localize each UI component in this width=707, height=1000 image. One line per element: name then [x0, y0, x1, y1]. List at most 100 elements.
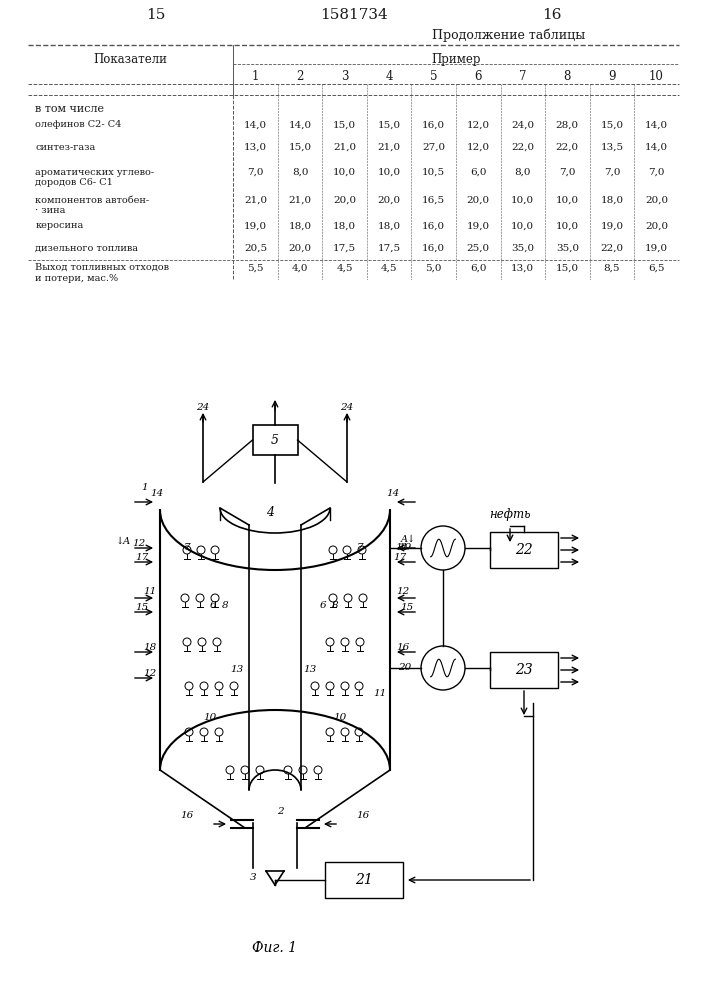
Text: 14,0: 14,0 [645, 120, 668, 129]
Text: 18,0: 18,0 [378, 221, 401, 230]
Text: 3: 3 [341, 70, 349, 83]
Text: 19,0: 19,0 [600, 221, 624, 230]
Text: 19,0: 19,0 [467, 221, 490, 230]
Text: 17: 17 [393, 554, 407, 562]
Text: 13,0: 13,0 [244, 143, 267, 152]
Text: в том числе: в том числе [35, 104, 105, 114]
Text: 22: 22 [515, 543, 533, 557]
Text: 22,0: 22,0 [600, 244, 624, 253]
Text: 23: 23 [515, 663, 533, 677]
Bar [252, 425, 298, 455]
Text: 13,5: 13,5 [600, 143, 624, 152]
Text: 10,0: 10,0 [556, 221, 579, 230]
Text: 14: 14 [386, 489, 399, 498]
Text: 21: 21 [355, 873, 373, 887]
Text: 7: 7 [184, 542, 190, 552]
Text: 20: 20 [398, 664, 411, 672]
Text: 10,0: 10,0 [378, 168, 401, 177]
Text: 8,0: 8,0 [515, 168, 531, 177]
Text: 18,0: 18,0 [288, 221, 312, 230]
Text: 5,5: 5,5 [247, 263, 264, 272]
Text: 18,0: 18,0 [600, 196, 624, 205]
Text: 19: 19 [398, 544, 411, 552]
Text: 7,0: 7,0 [604, 168, 620, 177]
Text: 24: 24 [197, 402, 209, 412]
Text: 1: 1 [141, 484, 148, 492]
Text: 13: 13 [230, 666, 244, 674]
Text: ↓A: ↓A [115, 536, 131, 546]
Text: 8,5: 8,5 [604, 263, 620, 272]
Text: 11: 11 [395, 542, 409, 552]
Text: 10,0: 10,0 [511, 221, 534, 230]
Text: 12,0: 12,0 [467, 120, 490, 129]
Text: дизельного топлива: дизельного топлива [35, 244, 139, 253]
Text: 15,0: 15,0 [556, 263, 579, 272]
Text: 16,0: 16,0 [422, 120, 445, 129]
Text: 19,0: 19,0 [645, 244, 668, 253]
Text: 20,0: 20,0 [467, 196, 490, 205]
Bar [325, 862, 403, 898]
Text: 25,0: 25,0 [467, 244, 490, 253]
Text: 14,0: 14,0 [645, 143, 668, 152]
Text: 18: 18 [144, 644, 157, 652]
Text: 16,0: 16,0 [422, 244, 445, 253]
Text: 14: 14 [151, 489, 163, 498]
Text: 7,0: 7,0 [559, 168, 575, 177]
Text: Пример: Пример [431, 53, 481, 66]
Text: 14,0: 14,0 [288, 120, 312, 129]
Text: 12: 12 [132, 538, 146, 548]
Text: 19,0: 19,0 [244, 221, 267, 230]
Text: 12: 12 [144, 670, 157, 678]
Text: 15: 15 [146, 8, 165, 22]
Text: 14,0: 14,0 [244, 120, 267, 129]
Text: 4,0: 4,0 [292, 263, 308, 272]
Text: 21,0: 21,0 [288, 196, 312, 205]
Text: 27,0: 27,0 [422, 143, 445, 152]
Text: 6: 6 [320, 600, 327, 609]
Text: 5: 5 [430, 70, 438, 83]
Text: 9: 9 [608, 70, 616, 83]
Text: 6,0: 6,0 [470, 263, 486, 272]
Bar [490, 652, 558, 688]
Text: 20,5: 20,5 [244, 244, 267, 253]
Text: 10,0: 10,0 [511, 196, 534, 205]
Text: 16: 16 [356, 810, 370, 820]
Text: 7: 7 [357, 542, 363, 552]
Text: 5,0: 5,0 [426, 263, 442, 272]
Text: 35,0: 35,0 [511, 244, 534, 253]
Text: 20,0: 20,0 [645, 221, 668, 230]
Text: 7,0: 7,0 [648, 168, 665, 177]
Text: 20,0: 20,0 [378, 196, 401, 205]
Text: 10: 10 [204, 714, 216, 722]
Text: Показатели: Показатели [94, 53, 168, 66]
Text: Продолжение таблицы: Продолжение таблицы [433, 28, 585, 41]
Text: Выход топливных отходов
и потери, мас.%: Выход топливных отходов и потери, мас.% [35, 263, 170, 283]
Text: 20,0: 20,0 [288, 244, 312, 253]
Text: 20,0: 20,0 [645, 196, 668, 205]
Text: 13,0: 13,0 [511, 263, 534, 272]
Text: 17: 17 [135, 554, 148, 562]
Text: 4: 4 [385, 70, 393, 83]
Text: 7,0: 7,0 [247, 168, 264, 177]
Text: 4: 4 [266, 506, 274, 518]
Text: A↓: A↓ [400, 534, 416, 544]
Text: 11: 11 [373, 688, 387, 698]
Text: 1581734: 1581734 [320, 8, 387, 22]
Text: 7: 7 [519, 70, 527, 83]
Text: 17,5: 17,5 [333, 244, 356, 253]
Text: 21,0: 21,0 [333, 143, 356, 152]
Text: 16: 16 [542, 8, 561, 22]
Text: 12,0: 12,0 [467, 143, 490, 152]
Text: 18,0: 18,0 [333, 221, 356, 230]
Text: керосина: керосина [35, 221, 83, 230]
Text: 4,5: 4,5 [337, 263, 353, 272]
Text: 10,5: 10,5 [422, 168, 445, 177]
Bar [490, 532, 558, 568]
Text: олефинов С2- С4: олефинов С2- С4 [35, 120, 122, 129]
Text: 6: 6 [474, 70, 482, 83]
Text: 15: 15 [400, 603, 414, 612]
Text: 15,0: 15,0 [378, 120, 401, 129]
Text: 8: 8 [222, 600, 228, 609]
Text: 17,5: 17,5 [378, 244, 401, 253]
Text: 6,5: 6,5 [648, 263, 665, 272]
